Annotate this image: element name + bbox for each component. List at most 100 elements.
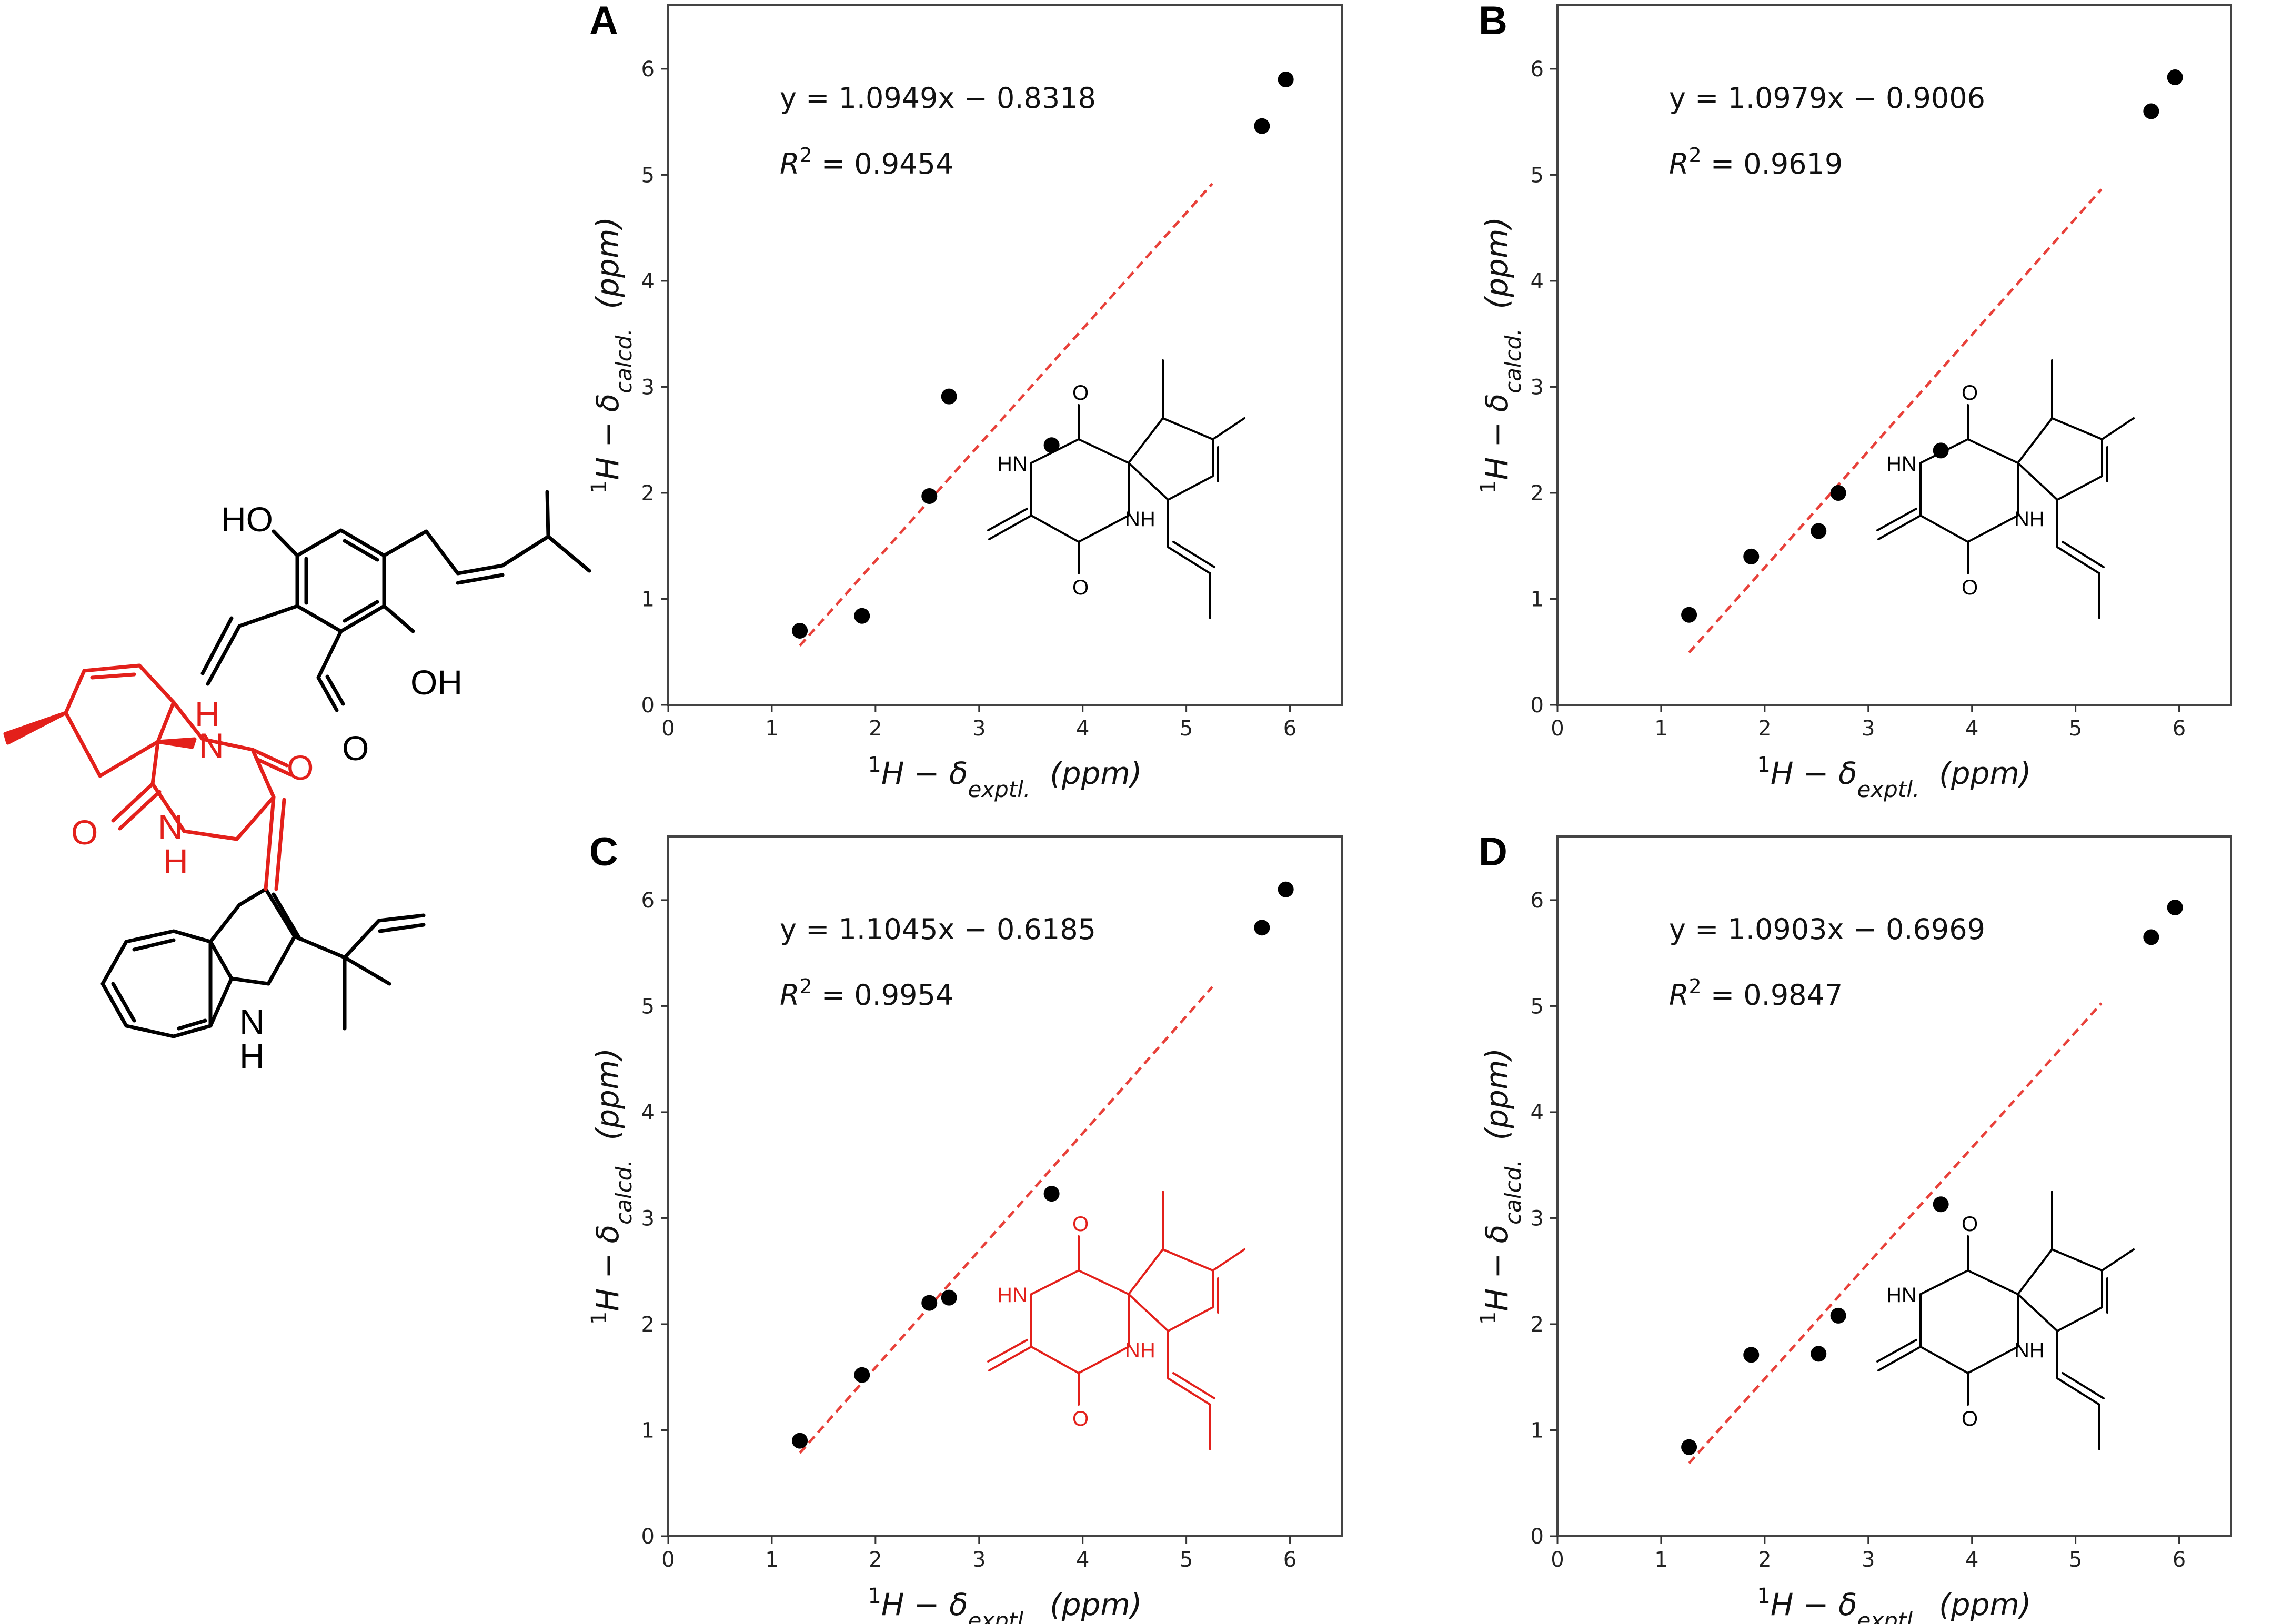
plot-frame — [1556, 835, 2232, 1537]
x-tick-label: 5 — [2069, 717, 2082, 741]
panel-letter: A — [589, 0, 618, 43]
molecule-label-nh-n-upper: N — [199, 726, 224, 765]
r-squared-annotation: R2 = 0.9454 — [780, 144, 953, 180]
inset-label-hn: HN — [997, 452, 1028, 476]
data-point — [1254, 920, 1270, 936]
x-tick-label: 4 — [1076, 1548, 1089, 1572]
y-tick-label: 1 — [1531, 1418, 1544, 1443]
x-tick-label: 1 — [765, 717, 778, 741]
panel-letter: C — [589, 830, 618, 874]
y-axis-label: 1H − δcalcd. (ppm) — [587, 1048, 637, 1325]
inset-label-hn: HN — [1886, 452, 1917, 476]
data-point — [1743, 1347, 1760, 1363]
inset-label-nh: NH — [1125, 508, 1155, 531]
data-point — [941, 1289, 957, 1306]
x-tick-label: 6 — [2173, 717, 2186, 741]
x-tick-label: 1 — [1654, 1548, 1667, 1572]
y-tick-label: 2 — [641, 1313, 655, 1337]
inset-label-nh: NH — [2014, 1339, 2045, 1362]
x-tick-label: 2 — [869, 1548, 882, 1572]
data-point — [1681, 607, 1697, 623]
data-point — [2143, 103, 2159, 119]
x-tick-label: 0 — [661, 1548, 675, 1572]
inset-structure — [987, 359, 1245, 619]
x-tick-label: 4 — [1076, 717, 1089, 741]
inset-structure — [987, 1191, 1245, 1450]
x-axis-label: 1H − δexptl. (ppm) — [868, 753, 1142, 802]
x-tick-label: 3 — [1862, 717, 1875, 741]
x-tick-label: 5 — [1180, 1548, 1193, 1572]
plot-frame — [667, 4, 1343, 706]
y-tick-label: 4 — [641, 1101, 655, 1125]
regression-equation: y = 1.0949x − 0.8318 — [780, 82, 1096, 115]
x-tick-label: 4 — [1965, 1548, 1978, 1572]
x-tick-label: 4 — [1965, 717, 1978, 741]
molecule-label-indole-h: H — [239, 1036, 265, 1075]
x-tick-label: 3 — [1862, 1548, 1875, 1572]
x-axis-label: 1H − δexptl. (ppm) — [1757, 1584, 2031, 1624]
molecule-label-nh-h-lower: H — [163, 842, 188, 881]
y-tick-label: 1 — [641, 1418, 655, 1443]
y-tick-label: 5 — [641, 163, 655, 187]
y-tick-label: 0 — [641, 1525, 655, 1549]
x-tick-label: 3 — [972, 1548, 986, 1572]
r-squared-annotation: R2 = 0.9619 — [1669, 144, 1843, 180]
x-tick-label: 2 — [869, 717, 882, 741]
data-point — [1043, 1186, 1060, 1202]
data-point — [1043, 437, 1060, 453]
data-point — [854, 1367, 870, 1383]
y-axis-label: 1H − δcalcd. (ppm) — [587, 217, 637, 493]
y-tick-label: 1 — [1531, 587, 1544, 611]
y-tick-label: 3 — [1531, 375, 1544, 399]
regression-equation: y = 1.0903x − 0.6969 — [1669, 913, 1985, 946]
molecule-label-aldehyde-o: O — [342, 729, 369, 768]
molecule-label-nh-h-upper: H — [195, 694, 220, 733]
y-tick-label: 0 — [1531, 693, 1544, 718]
x-tick-label: 0 — [1551, 1548, 1564, 1572]
x-tick-label: 2 — [1758, 1548, 1771, 1572]
x-tick-label: 1 — [765, 1548, 778, 1572]
data-point — [854, 608, 870, 624]
x-tick-label: 2 — [1758, 717, 1771, 741]
inset-label-o-bottom: O — [1962, 576, 1978, 599]
molecule-label-ho: HO — [221, 500, 273, 539]
regression-equation: y = 1.0979x − 0.9006 — [1669, 82, 1985, 115]
chart-panel-d: D 0 1 2 3 4 5 6 0 1 2 3 4 5 6 1H − δexptl. (ppm) 1H − δc… — [1476, 830, 2232, 1624]
y-tick-label: 5 — [641, 994, 655, 1018]
regression-equation: y = 1.1045x − 0.6185 — [780, 913, 1096, 946]
data-point — [1278, 881, 1294, 897]
y-tick-label: 0 — [641, 693, 655, 718]
x-tick-label: 5 — [1180, 717, 1193, 741]
regression-line — [1688, 188, 2103, 654]
data-point — [1743, 548, 1760, 564]
y-tick-label: 4 — [1531, 269, 1544, 294]
inset-label-nh: NH — [2014, 508, 2045, 531]
y-tick-label: 5 — [1531, 163, 1544, 187]
molecule-label-oh: OH — [410, 663, 463, 702]
regression-line — [799, 183, 1213, 647]
molecule-structure-full: HO OH O H N O O N H N H — [3, 490, 591, 1075]
x-tick-label: 0 — [1551, 717, 1564, 741]
data-point — [1811, 523, 1827, 539]
inset-label-o-top: O — [1072, 381, 1089, 405]
chart-panel-c: C 0 1 2 3 4 5 6 0 1 2 3 4 5 6 1H − δexptl. (ppm) 1H − δc… — [587, 830, 1343, 1624]
y-tick-label: 2 — [1531, 481, 1544, 506]
data-point — [792, 1433, 808, 1449]
y-tick-label: 0 — [1531, 1525, 1544, 1549]
inset-label-o-bottom: O — [1072, 576, 1089, 599]
data-point — [2167, 900, 2183, 916]
data-point — [921, 488, 938, 505]
data-point — [1278, 72, 1294, 88]
inset-label-hn: HN — [997, 1284, 1028, 1307]
r-squared-annotation: R2 = 0.9847 — [1669, 975, 1843, 1012]
y-tick-label: 2 — [1531, 1313, 1544, 1337]
inset-label-o-bottom: O — [1962, 1407, 1978, 1430]
regression-line — [799, 986, 1213, 1454]
chart-panel-b: B 0 1 2 3 4 5 6 0 1 2 3 4 5 6 1H − δexptl. (ppm) 1H − δc… — [1476, 0, 2232, 802]
x-tick-label: 3 — [972, 717, 986, 741]
y-tick-label: 1 — [641, 587, 655, 611]
x-axis-label: 1H − δexptl. (ppm) — [868, 1584, 1142, 1624]
x-tick-label: 6 — [1283, 717, 1296, 741]
inset-label-o-top: O — [1962, 1213, 1978, 1236]
